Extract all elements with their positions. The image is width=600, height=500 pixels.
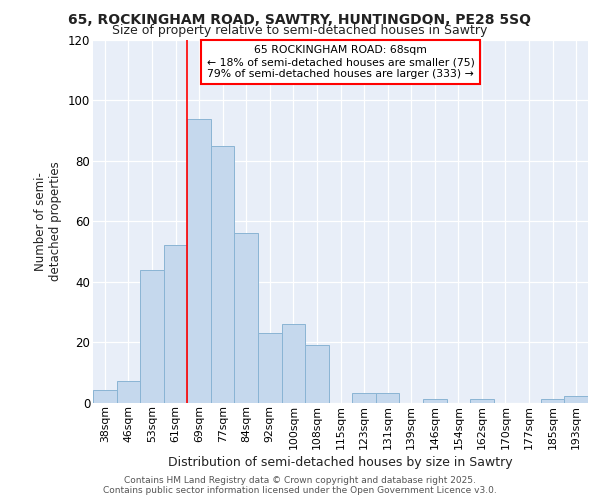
Bar [376,394,400,402]
Text: Contains HM Land Registry data © Crown copyright and database right 2025.: Contains HM Land Registry data © Crown c… [124,476,476,485]
Bar [423,400,446,402]
Bar [93,390,116,402]
Y-axis label: Number of semi-
detached properties: Number of semi- detached properties [34,162,62,281]
X-axis label: Distribution of semi-detached houses by size in Sawtry: Distribution of semi-detached houses by … [168,456,513,469]
Text: Contains public sector information licensed under the Open Government Licence v3: Contains public sector information licen… [103,486,497,495]
Bar [541,400,565,402]
Text: Size of property relative to semi-detached houses in Sawtry: Size of property relative to semi-detach… [112,24,488,37]
Text: 65, ROCKINGHAM ROAD, SAWTRY, HUNTINGDON, PE28 5SQ: 65, ROCKINGHAM ROAD, SAWTRY, HUNTINGDON,… [68,12,532,26]
Bar [235,234,258,402]
Bar [187,118,211,403]
Bar [258,333,281,402]
Bar [116,382,140,402]
Bar [305,345,329,403]
Text: 65 ROCKINGHAM ROAD: 68sqm
← 18% of semi-detached houses are smaller (75)
79% of : 65 ROCKINGHAM ROAD: 68sqm ← 18% of semi-… [206,46,475,78]
Bar [211,146,235,402]
Bar [140,270,164,402]
Bar [470,400,494,402]
Bar [352,394,376,402]
Bar [164,246,187,402]
Bar [565,396,588,402]
Bar [281,324,305,402]
